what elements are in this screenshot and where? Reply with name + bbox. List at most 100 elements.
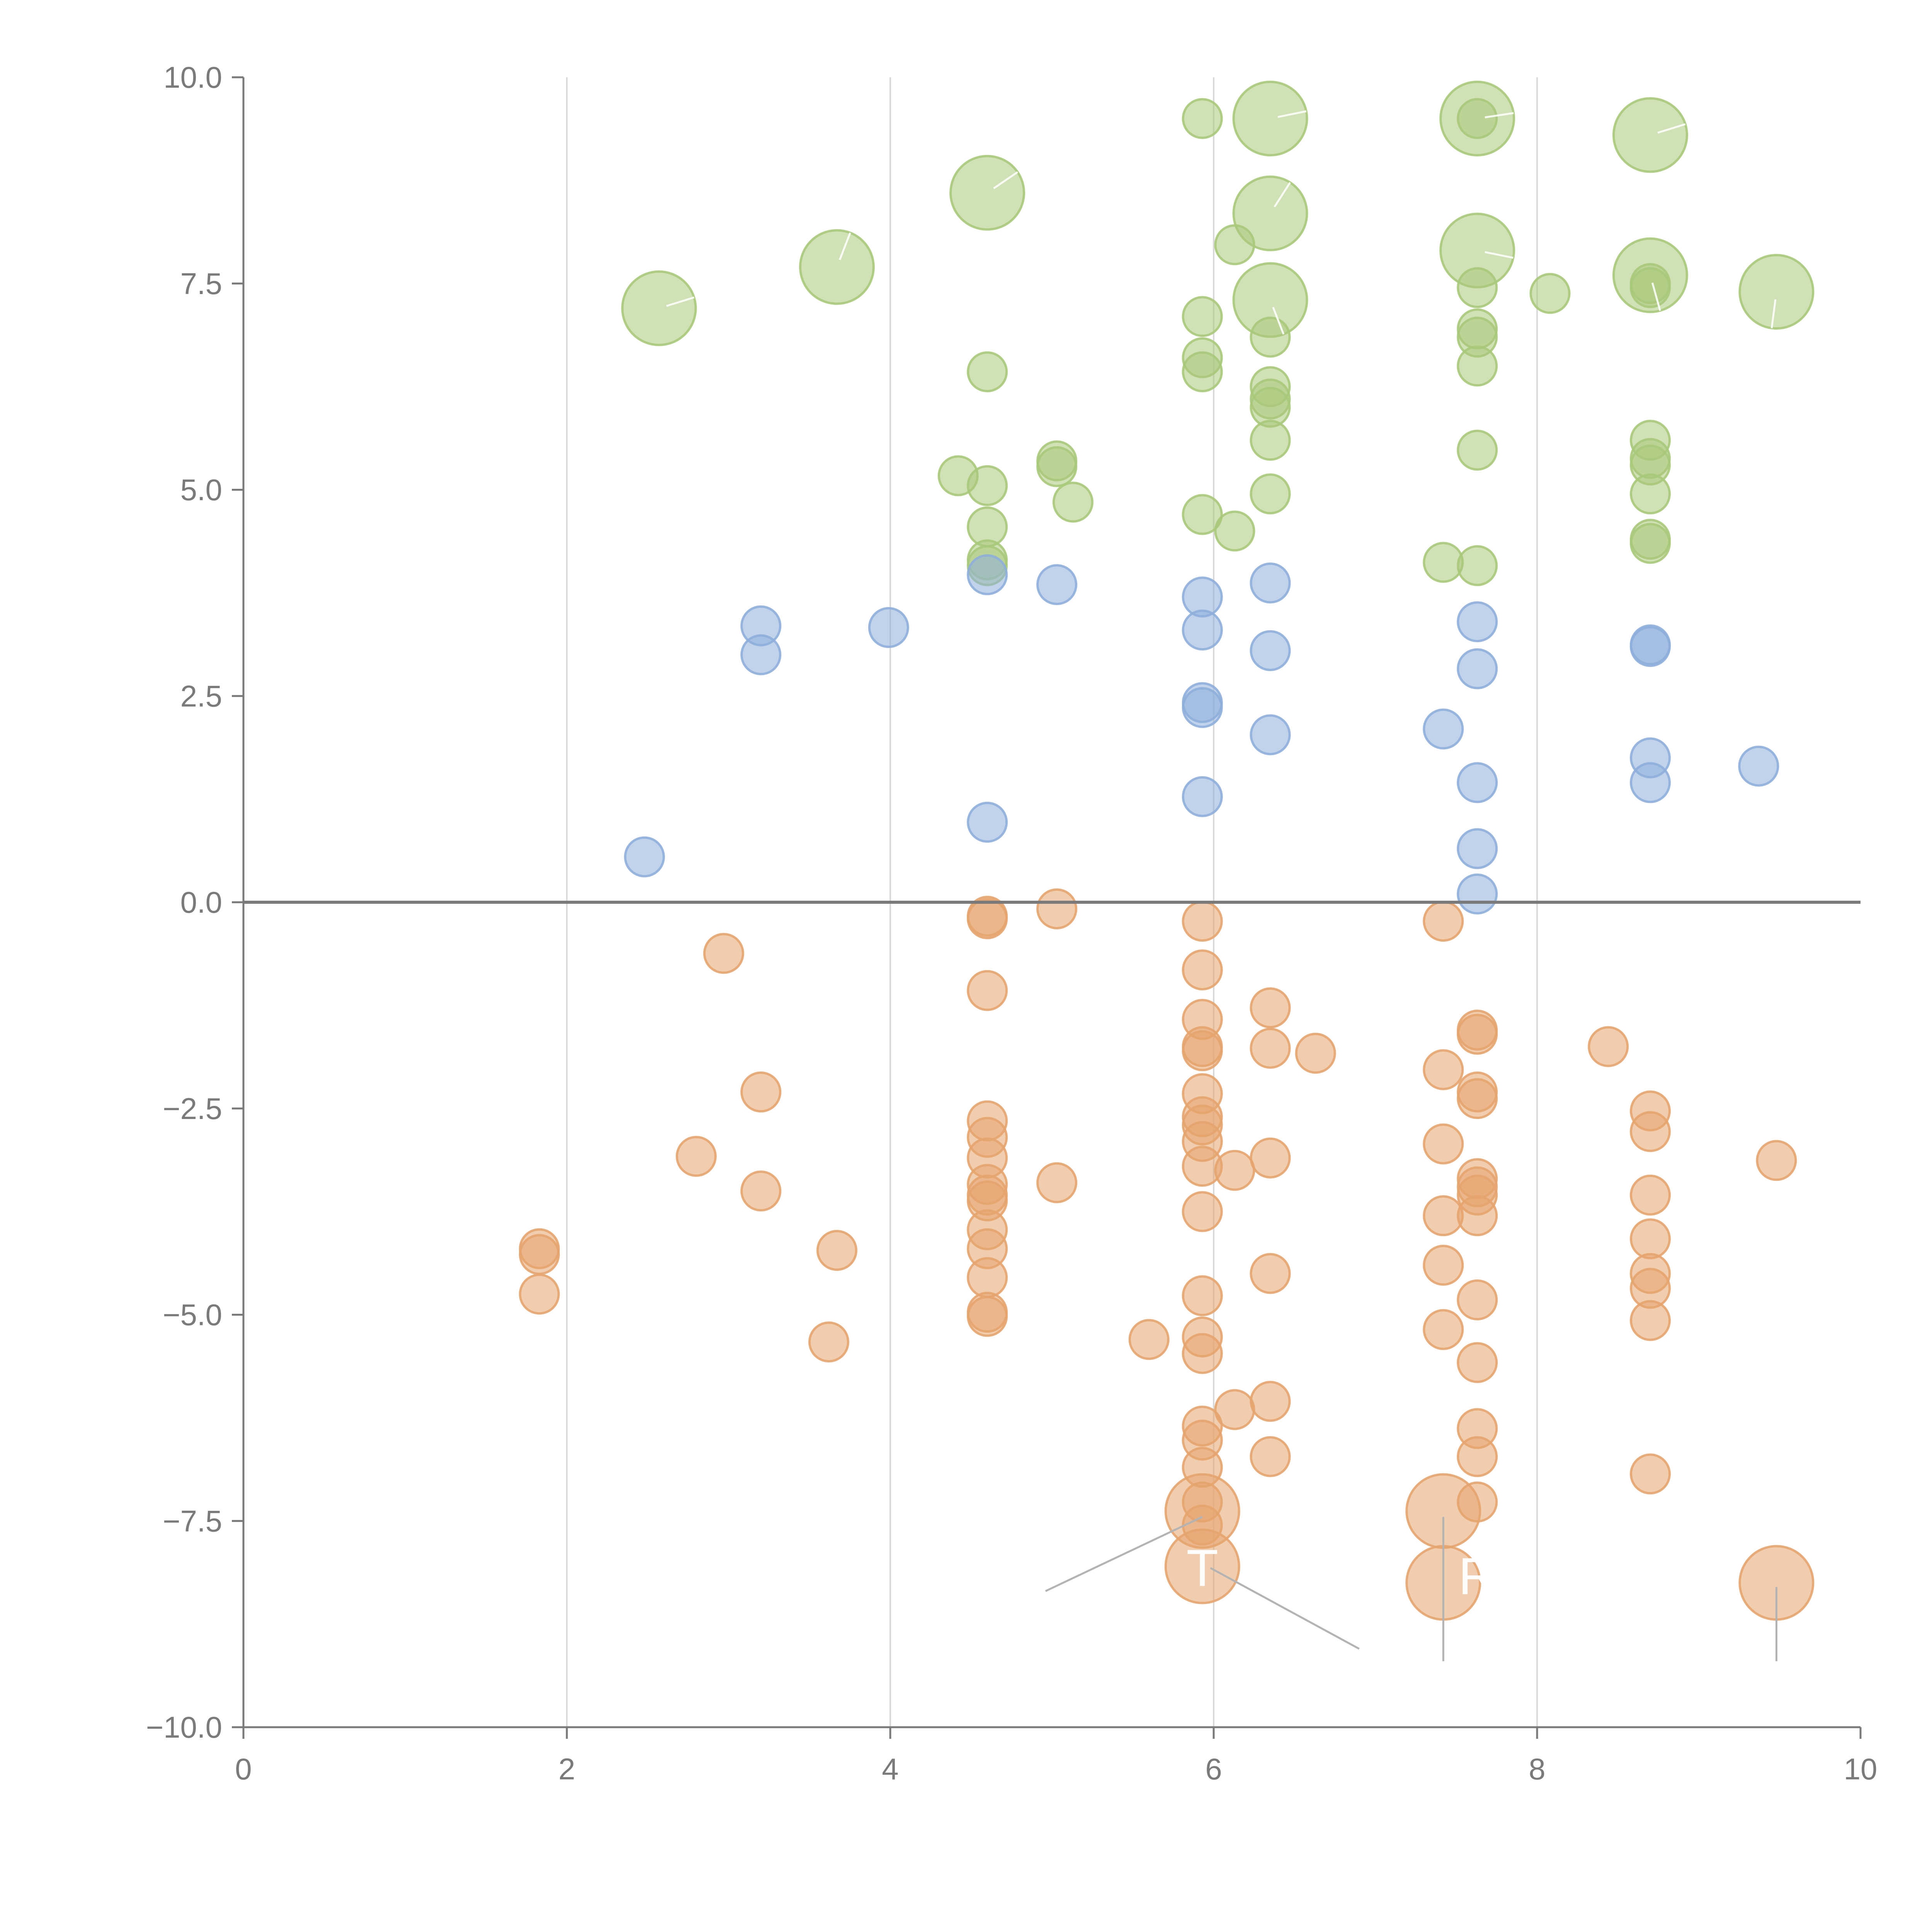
y-tick-label: 2.5 xyxy=(180,679,222,713)
data-point-blue xyxy=(1457,828,1498,869)
data-point-blue xyxy=(1036,564,1078,605)
y-tick-label: −7.5 xyxy=(163,1504,222,1538)
data-point-green xyxy=(1529,273,1571,314)
data-point-orange xyxy=(1250,987,1291,1029)
data-point-orange xyxy=(808,1321,849,1362)
data-point-orange xyxy=(1457,1014,1498,1055)
y-tick-label: 0.0 xyxy=(180,885,222,919)
data-point-green xyxy=(1250,420,1291,461)
data-point-green xyxy=(1629,523,1671,564)
annotation-leader-lines xyxy=(1045,1516,1777,1662)
bubble-highlight-line xyxy=(1277,110,1307,118)
data-point-orange xyxy=(1423,1245,1464,1286)
data-point-orange xyxy=(1629,1218,1671,1260)
data-point-green xyxy=(1214,510,1255,552)
data-point-green xyxy=(967,465,1008,506)
data-point-orange xyxy=(1164,1528,1240,1604)
x-tick-label: 0 xyxy=(235,1752,252,1786)
data-point-orange xyxy=(1182,901,1223,942)
data-point-green xyxy=(1250,316,1291,358)
data-point-orange xyxy=(1214,1389,1255,1430)
data-point-orange xyxy=(1629,1300,1671,1341)
axes xyxy=(232,76,1862,1739)
data-point-green xyxy=(1182,98,1223,139)
y-tick-label: −5.0 xyxy=(163,1298,222,1332)
data-point-blue xyxy=(1457,601,1498,643)
data-point-blue xyxy=(624,836,665,878)
data-point-green xyxy=(1457,267,1498,308)
data-point-orange xyxy=(1457,1279,1498,1321)
y-tick-label: −10.0 xyxy=(146,1710,222,1744)
data-point-green xyxy=(1457,98,1498,139)
data-points xyxy=(519,80,1815,1621)
data-point-orange xyxy=(1629,1174,1671,1216)
data-point-orange xyxy=(1457,1078,1498,1119)
data-point-orange xyxy=(1182,1333,1223,1374)
data-point-green xyxy=(967,351,1008,393)
data-point-blue xyxy=(1629,626,1671,667)
x-tick-label: 6 xyxy=(1205,1752,1222,1786)
x-tick-label: 10 xyxy=(1844,1752,1878,1786)
data-point-orange xyxy=(1182,1030,1223,1071)
data-point-blue xyxy=(1182,776,1223,817)
data-point-green xyxy=(1232,80,1308,156)
bubble-highlight-line xyxy=(1657,123,1686,134)
bubble-highlight-line xyxy=(993,171,1018,189)
data-point-blue xyxy=(1182,687,1223,728)
data-point-orange xyxy=(1250,1137,1291,1179)
data-point-orange xyxy=(703,933,744,974)
data-point-orange xyxy=(1250,1381,1291,1422)
data-point-green xyxy=(1182,351,1223,393)
data-point-orange xyxy=(519,1234,560,1275)
data-point-green xyxy=(1629,267,1671,308)
x-tick-label: 4 xyxy=(882,1752,898,1786)
data-point-green xyxy=(1457,545,1498,586)
bubble-highlight-line xyxy=(1272,307,1285,335)
data-point-green xyxy=(1182,494,1223,535)
data-point-orange xyxy=(1250,1027,1291,1069)
data-point-green xyxy=(1612,97,1688,173)
data-point-orange xyxy=(1295,1032,1336,1074)
data-point-orange xyxy=(1457,1342,1498,1383)
annotation-leader-line xyxy=(1045,1516,1203,1592)
data-point-green xyxy=(1250,473,1291,515)
data-point-blue xyxy=(1250,562,1291,604)
data-point-orange xyxy=(740,1071,782,1113)
data-point-green xyxy=(1036,446,1078,487)
data-point-orange xyxy=(1250,1253,1291,1294)
data-point-orange xyxy=(1423,1123,1464,1165)
tick-labels: −10.0 −7.5 −5.0 −2.5 0.0 2.5 5.0 7.5 10.0 0 2 4 6 8 10 xyxy=(146,60,1878,1786)
data-point-orange xyxy=(1457,1436,1498,1477)
bubble-highlight-line xyxy=(1485,112,1514,119)
data-point-green xyxy=(1214,224,1255,265)
data-point-orange xyxy=(967,1296,1008,1337)
data-point-blue xyxy=(1250,714,1291,755)
data-point-blue xyxy=(1250,630,1291,671)
data-point-orange xyxy=(1214,1150,1255,1191)
data-point-blue xyxy=(1457,762,1498,803)
bubble-highlight-line xyxy=(838,232,851,260)
data-point-green xyxy=(1629,473,1671,515)
data-point-orange xyxy=(1629,1453,1671,1495)
data-point-green xyxy=(1052,481,1094,523)
data-point-orange xyxy=(1036,888,1078,930)
data-point-orange xyxy=(1182,949,1223,991)
data-point-blue xyxy=(967,554,1008,595)
data-point-orange xyxy=(1457,1195,1498,1236)
data-point-orange xyxy=(1182,1275,1223,1316)
data-point-orange xyxy=(1036,1162,1078,1203)
data-point-green xyxy=(949,155,1026,231)
data-point-green xyxy=(1232,175,1308,252)
x-tick-label: 2 xyxy=(558,1752,575,1786)
data-point-green xyxy=(799,229,875,305)
data-point-orange xyxy=(1128,1319,1170,1360)
data-point-blue xyxy=(1629,762,1671,803)
annotation-label: R xyxy=(1458,1547,1496,1605)
bubble-highlight-line xyxy=(666,296,695,307)
annotation-leader-line xyxy=(1210,1567,1360,1650)
data-point-orange xyxy=(1756,1140,1797,1181)
data-point-orange xyxy=(967,970,1008,1011)
bubble-highlight-line xyxy=(1485,251,1514,259)
data-point-orange xyxy=(740,1170,782,1212)
data-point-blue xyxy=(740,634,782,675)
